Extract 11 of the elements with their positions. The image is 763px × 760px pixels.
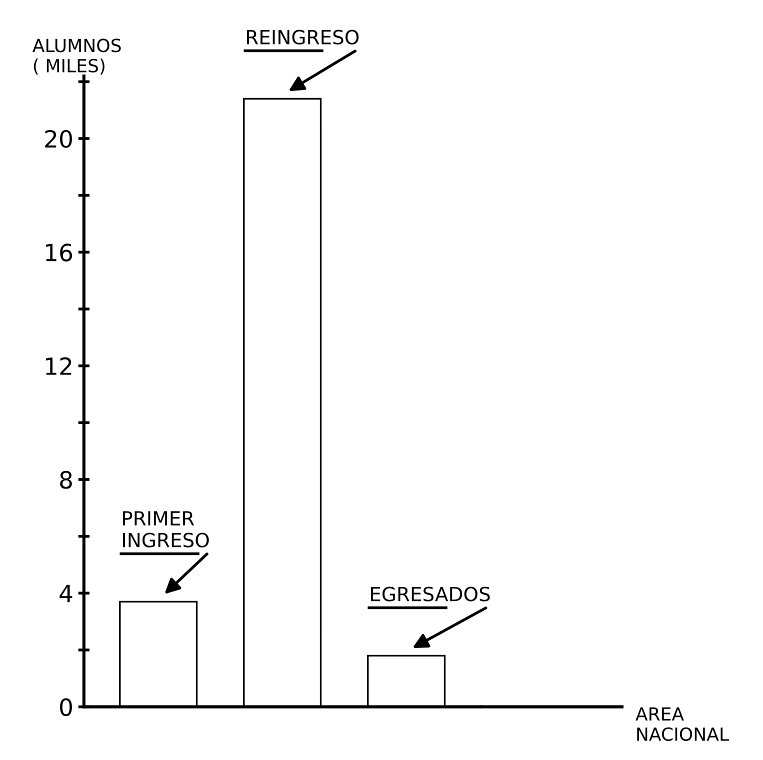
y-tick-label: 16 [46,244,72,262]
y-tick-label: 20 [45,130,72,148]
y-tick-label: 4 [60,584,72,602]
text: AREA NACIONAL [636,707,729,741]
y-tick-label: 0 [60,698,72,716]
annotation: PRIMER INGRESO [123,511,209,548]
y-tick-label: 12 [46,357,72,375]
y-tick-label: 8 [60,470,72,489]
y-axis-title: ALUMNOS ( MILES) [32,38,121,75]
text: REINGRESO [247,30,359,44]
annotation: EGRESADOS [371,586,490,602]
